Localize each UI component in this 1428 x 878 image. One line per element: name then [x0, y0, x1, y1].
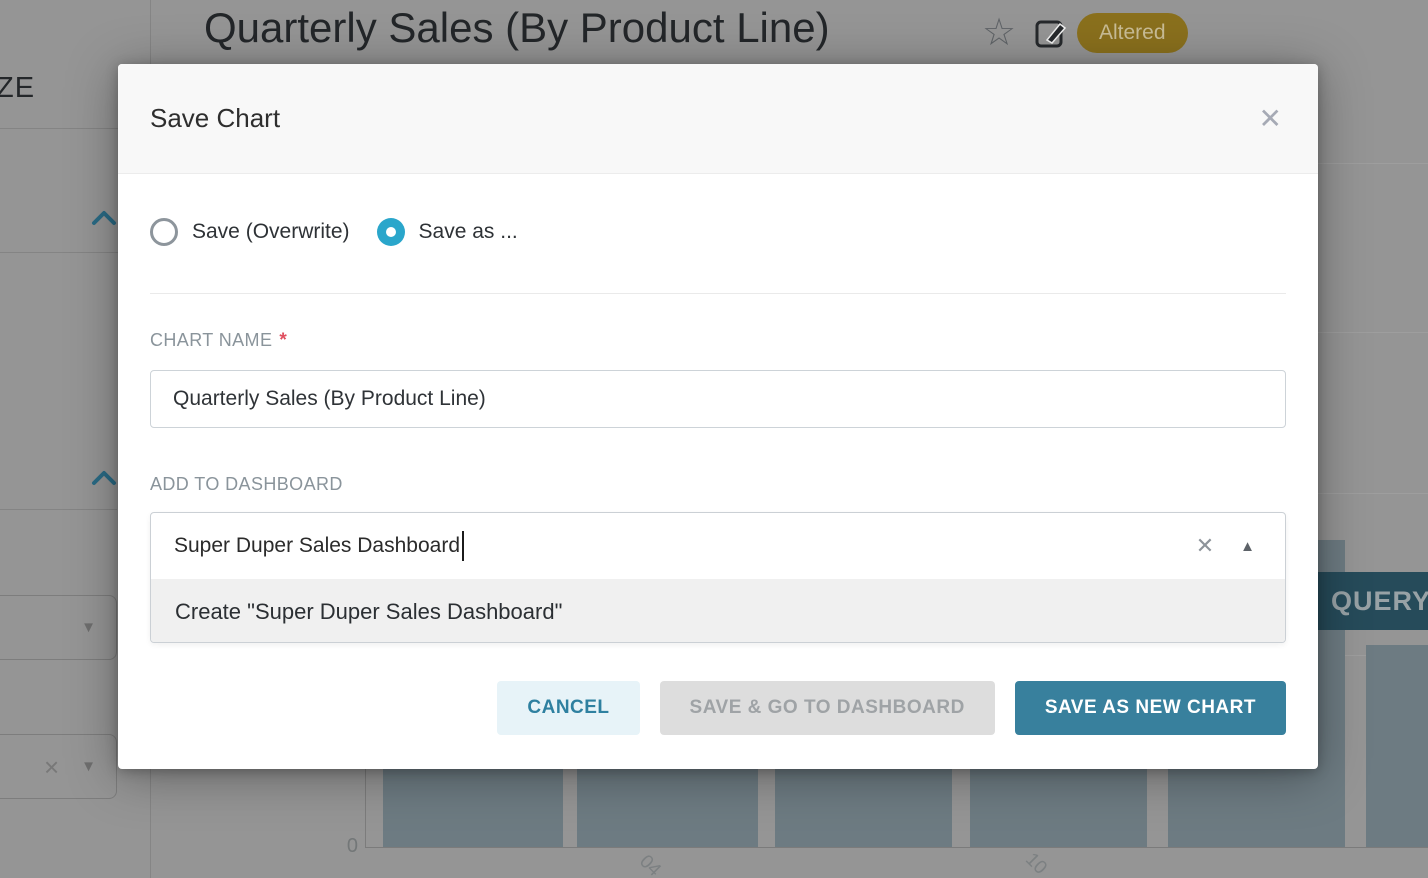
altered-badge: Altered — [1077, 13, 1188, 53]
chart-title: Quarterly Sales (By Product Line) — [204, 4, 830, 51]
clear-icon: × — [43, 751, 60, 782]
radio-save-as-label[interactable]: Save as ... — [418, 220, 518, 243]
save-go-to-dashboard-button[interactable]: SAVE & GO TO DASHBOARD — [659, 681, 995, 735]
add-to-dashboard-label: ADD TO DASHBOARD — [150, 474, 343, 494]
caret-down-icon: ▼ — [81, 758, 96, 775]
radio-save-overwrite[interactable] — [150, 218, 178, 246]
chart-bar — [970, 769, 1147, 847]
favorite-star-icon: ☆ — [982, 12, 1017, 54]
caret-up-icon[interactable]: ▲ — [1240, 537, 1255, 555]
save-mode-radio-group: Save (Overwrite) Save as ... — [150, 218, 518, 246]
radio-save-as[interactable] — [376, 218, 405, 246]
customize-tab-fragment: ZE — [0, 72, 36, 104]
chart-x-axis — [365, 847, 1428, 848]
edit-title-icon — [1035, 20, 1067, 48]
divider — [150, 293, 1286, 294]
panel-divider — [0, 509, 117, 510]
modal-header: Save Chart ✕ — [118, 64, 1318, 174]
run-query-button-fragment: QUERY — [1318, 572, 1428, 630]
caret-down-icon: ▼ — [81, 619, 96, 636]
collapse-section-chevron-up-icon — [92, 471, 116, 485]
radio-save-overwrite-label[interactable]: Save (Overwrite) — [192, 220, 350, 243]
dashboard-select-input[interactable]: Super Duper Sales Dashboard ✕ ▲ — [151, 513, 1285, 579]
cancel-button[interactable]: CANCEL — [497, 681, 640, 735]
close-icon[interactable]: ✕ — [1258, 102, 1282, 134]
chart-bar — [1366, 645, 1428, 847]
chart-bar — [383, 769, 563, 847]
collapse-section-chevron-up-icon — [92, 211, 116, 225]
save-chart-modal: Save Chart ✕ Save (Overwrite) Save as ..… — [118, 64, 1318, 769]
select-icons: ✕ ▲ — [1196, 535, 1255, 557]
modal-title: Save Chart — [150, 103, 281, 133]
dashboard-select: Super Duper Sales Dashboard ✕ ▲ Create "… — [150, 512, 1286, 643]
chart-bar — [775, 769, 952, 847]
create-dashboard-option[interactable]: Create "Super Duper Sales Dashboard" — [151, 579, 1285, 642]
panel-divider — [0, 252, 150, 253]
chart-name-input[interactable] — [150, 370, 1286, 428]
control-select-box: ▼ — [0, 595, 117, 660]
control-select-box: × ▼ — [0, 734, 117, 799]
y-axis-tick-label: 0 — [346, 835, 358, 857]
clear-icon[interactable]: ✕ — [1195, 533, 1215, 558]
panel-divider — [0, 128, 150, 129]
save-as-new-chart-button[interactable]: SAVE AS NEW CHART — [1014, 681, 1286, 735]
dashboard-select-value: Super Duper Sales Dashboard — [174, 534, 461, 557]
modal-footer: CANCEL SAVE & GO TO DASHBOARD SAVE AS NE… — [497, 681, 1286, 735]
text-cursor — [462, 531, 464, 561]
required-asterisk: * — [279, 330, 288, 351]
chart-name-label: CHART NAME * — [150, 330, 288, 351]
chart-bar — [577, 769, 758, 847]
